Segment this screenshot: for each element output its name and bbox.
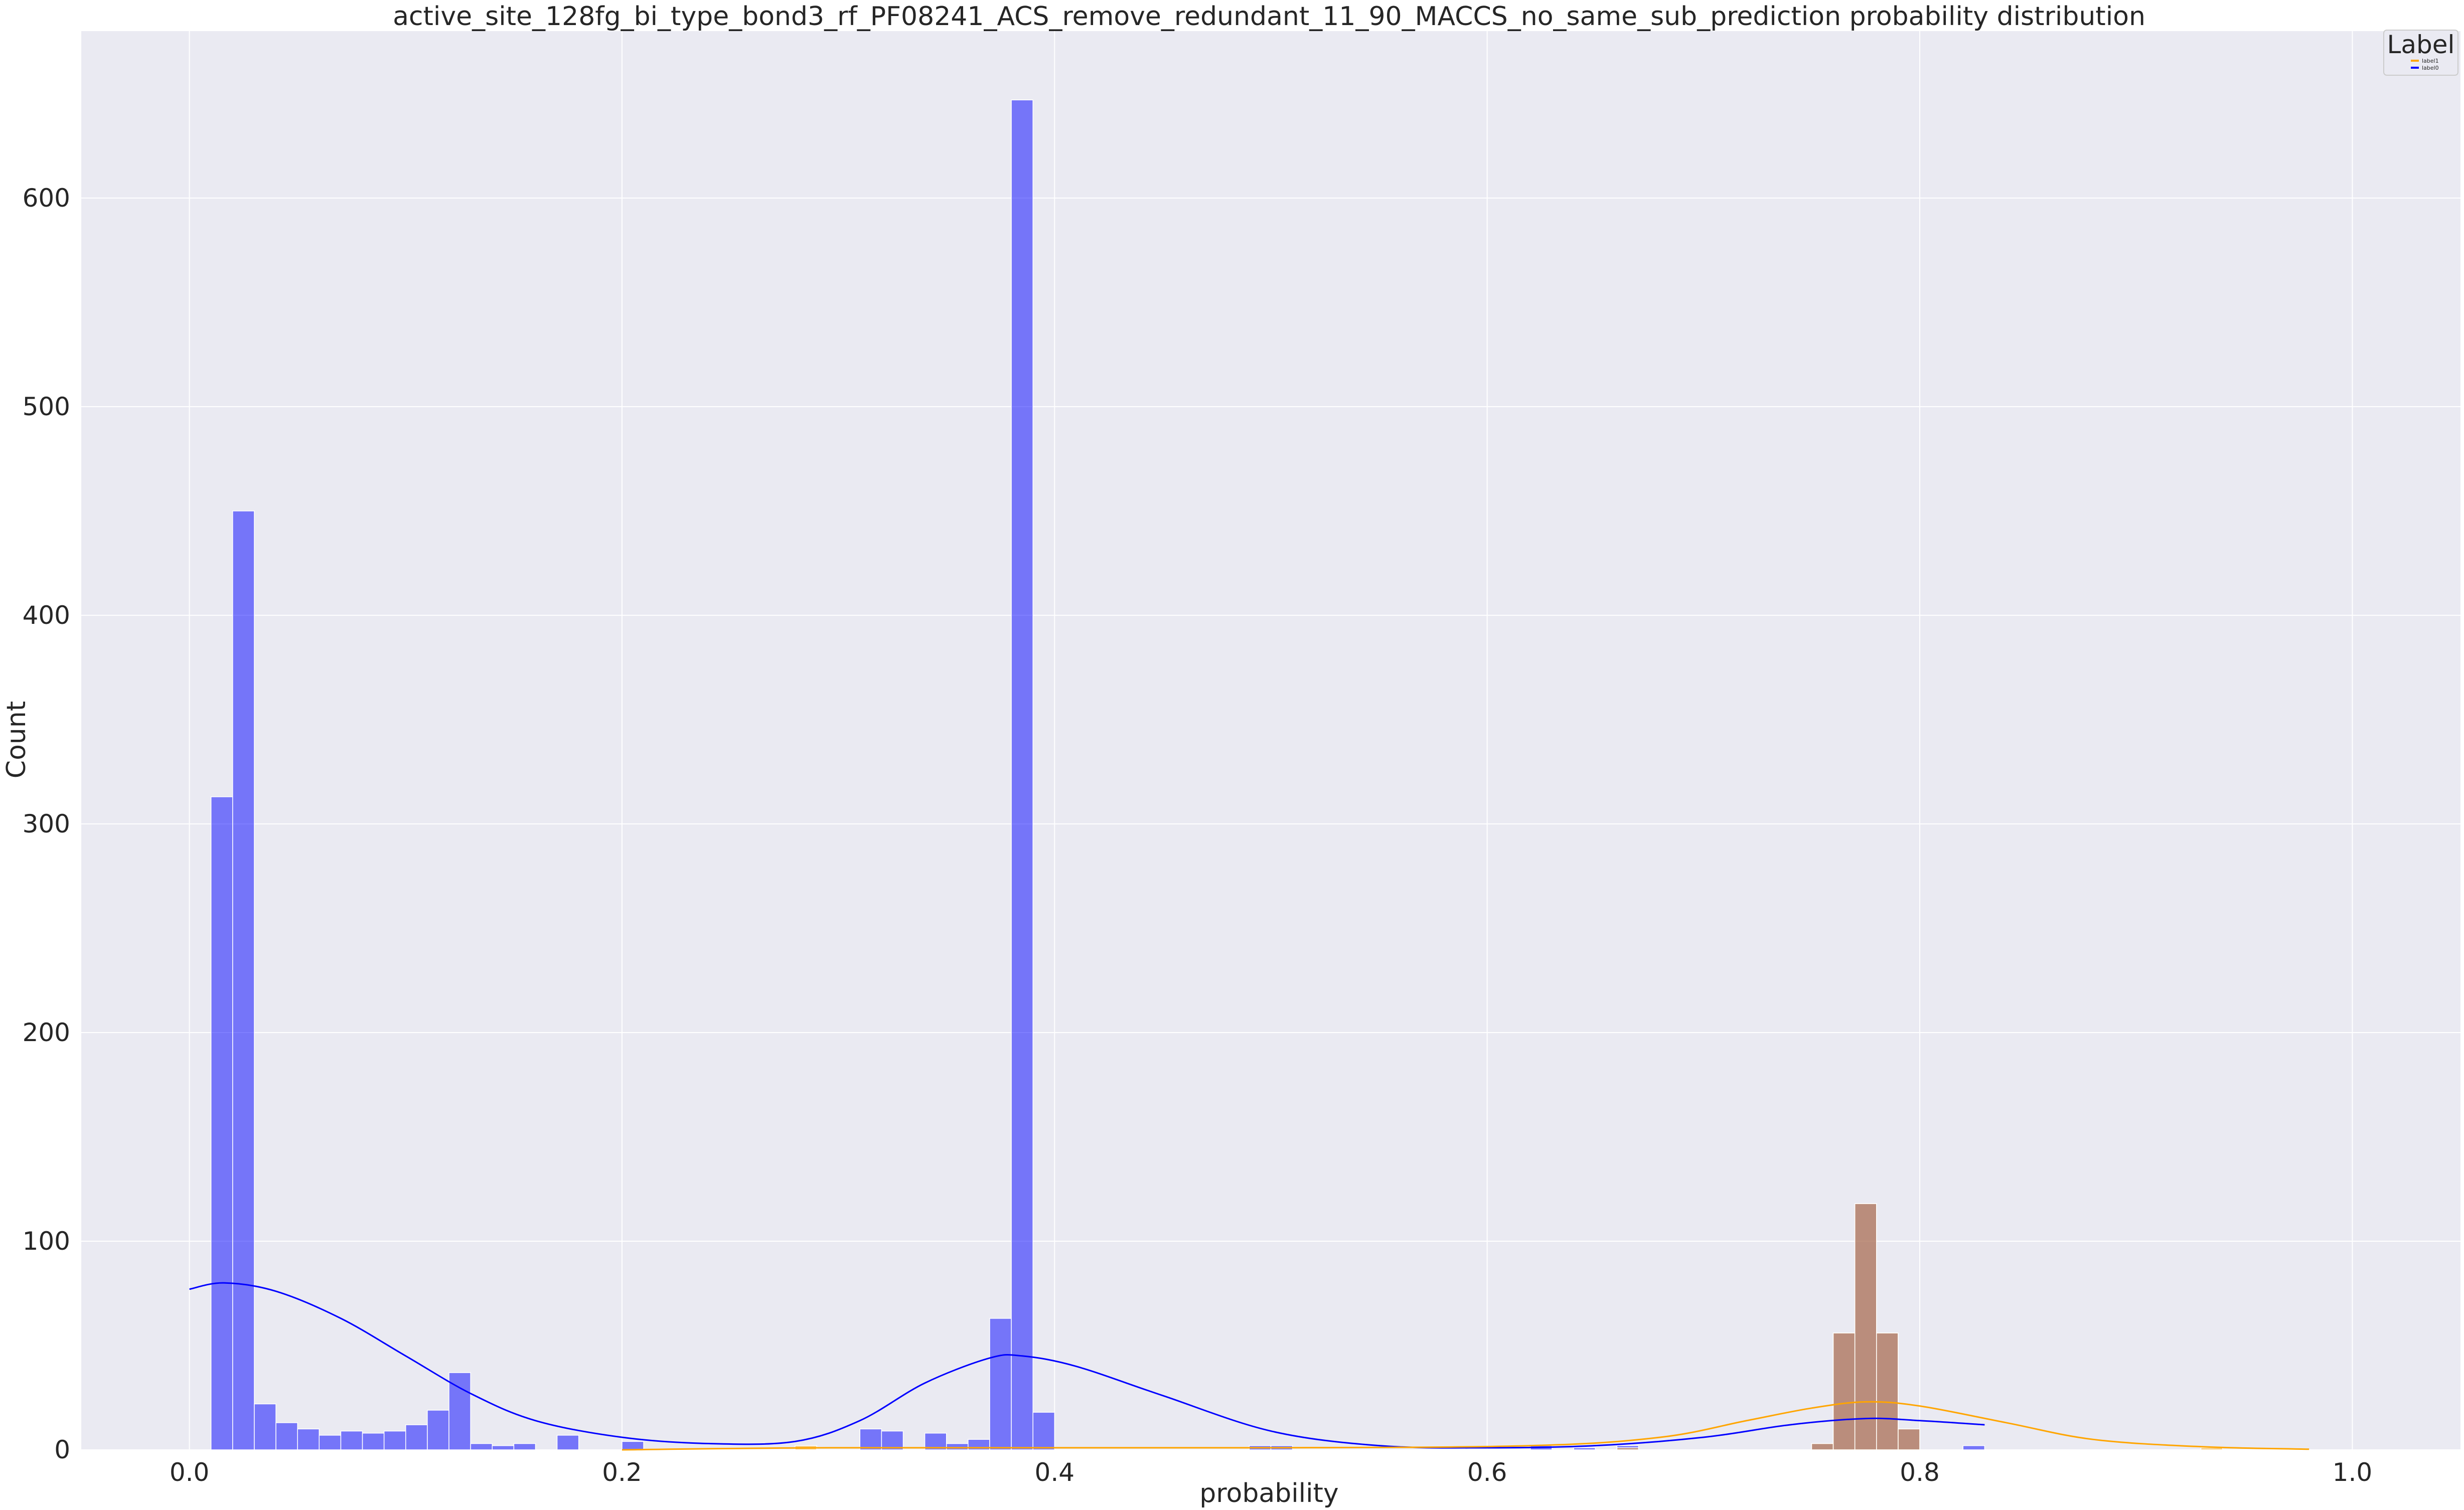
kde-curves xyxy=(189,1282,2309,1451)
x-tick-label: 0.6 xyxy=(1467,1458,1507,1487)
y-tick-label: 200 xyxy=(23,1018,70,1047)
histogram-bar-label0 xyxy=(210,796,233,1450)
histogram-bar-label0 xyxy=(556,1435,579,1450)
legend-entry-label0: label0 xyxy=(2422,65,2439,71)
histogram-bar-label0 xyxy=(1962,1445,1985,1450)
histogram-bar-label0 xyxy=(1032,1412,1055,1450)
plot-area xyxy=(81,31,2460,1450)
histogram-bar-label0 xyxy=(340,1430,363,1450)
histogram-bar-label0 xyxy=(232,511,255,1450)
histogram-bar-label0 xyxy=(622,1441,644,1450)
tick-labels: 0.0 0.2 0.4 0.6 0.8 1.0 0 100 200 300 400 500 600 xyxy=(23,184,2373,1487)
histogram-bar-label1 xyxy=(1832,1332,1856,1450)
histogram-bar-label1 xyxy=(1876,1332,1899,1450)
legend-box xyxy=(2383,30,2458,76)
histogram-bar-label0 xyxy=(492,1445,515,1450)
histogram-bar-label0 xyxy=(362,1432,385,1450)
histogram-bar-label0 xyxy=(1573,1447,1596,1450)
y-tick-label: 600 xyxy=(23,184,70,213)
x-tick-label: 0.2 xyxy=(602,1458,642,1487)
x-tick-label: 1.0 xyxy=(2333,1458,2373,1487)
histogram-bar-label0 xyxy=(946,1443,969,1450)
grid-lines xyxy=(81,31,2460,1450)
histogram-bar-label0 xyxy=(383,1430,406,1450)
y-tick-label: 300 xyxy=(23,809,70,838)
histogram-bar-label1 xyxy=(1616,1447,1639,1450)
y-tick-label: 100 xyxy=(23,1227,70,1256)
histogram-bar-label0 xyxy=(275,1422,298,1450)
histogram-bar-label0 xyxy=(254,1403,276,1450)
histogram-bar-label0 xyxy=(513,1443,536,1450)
y-tick-label: 400 xyxy=(23,601,70,630)
y-axis-label: Count xyxy=(2,701,32,778)
histogram-bar-label0 xyxy=(881,1430,904,1450)
histogram-bar-label0 xyxy=(470,1443,493,1450)
chart-title: active_site_128fg_bi_type_bond3_rf_PF082… xyxy=(393,2,2145,32)
histogram-bar-label0 xyxy=(448,1372,471,1450)
legend: Label label1 label0 xyxy=(2383,30,2458,76)
histogram-bar-label0 xyxy=(427,1410,449,1450)
x-tick-label: 0.8 xyxy=(1900,1458,1940,1487)
kde-line-label0 xyxy=(189,1282,1985,1449)
y-tick-label: 500 xyxy=(23,392,70,421)
x-tick-label: 0.4 xyxy=(1035,1458,1075,1487)
histogram-bar-label0 xyxy=(1011,99,1033,1450)
histogram-bar-label1 xyxy=(1811,1443,1834,1450)
x-axis-label: probability xyxy=(1199,1478,1338,1508)
kde-line-label1 xyxy=(622,1401,2309,1451)
histogram-bar-label0 xyxy=(405,1424,428,1450)
legend-title: Label xyxy=(2387,30,2455,59)
y-tick-label: 0 xyxy=(54,1435,70,1464)
histogram-bar-label0 xyxy=(297,1428,320,1450)
x-tick-label: 0.0 xyxy=(170,1458,210,1487)
histogram-bar-label1 xyxy=(1898,1428,1920,1450)
histogram-bars xyxy=(210,99,2223,1450)
histogram-bar-label0 xyxy=(319,1435,342,1450)
legend-entry-label1: label1 xyxy=(2422,58,2439,64)
histogram-bar-label0 xyxy=(989,1318,1012,1450)
histogram-bar-label0 xyxy=(859,1428,882,1450)
histogram-bar-label1 xyxy=(1854,1203,1877,1450)
